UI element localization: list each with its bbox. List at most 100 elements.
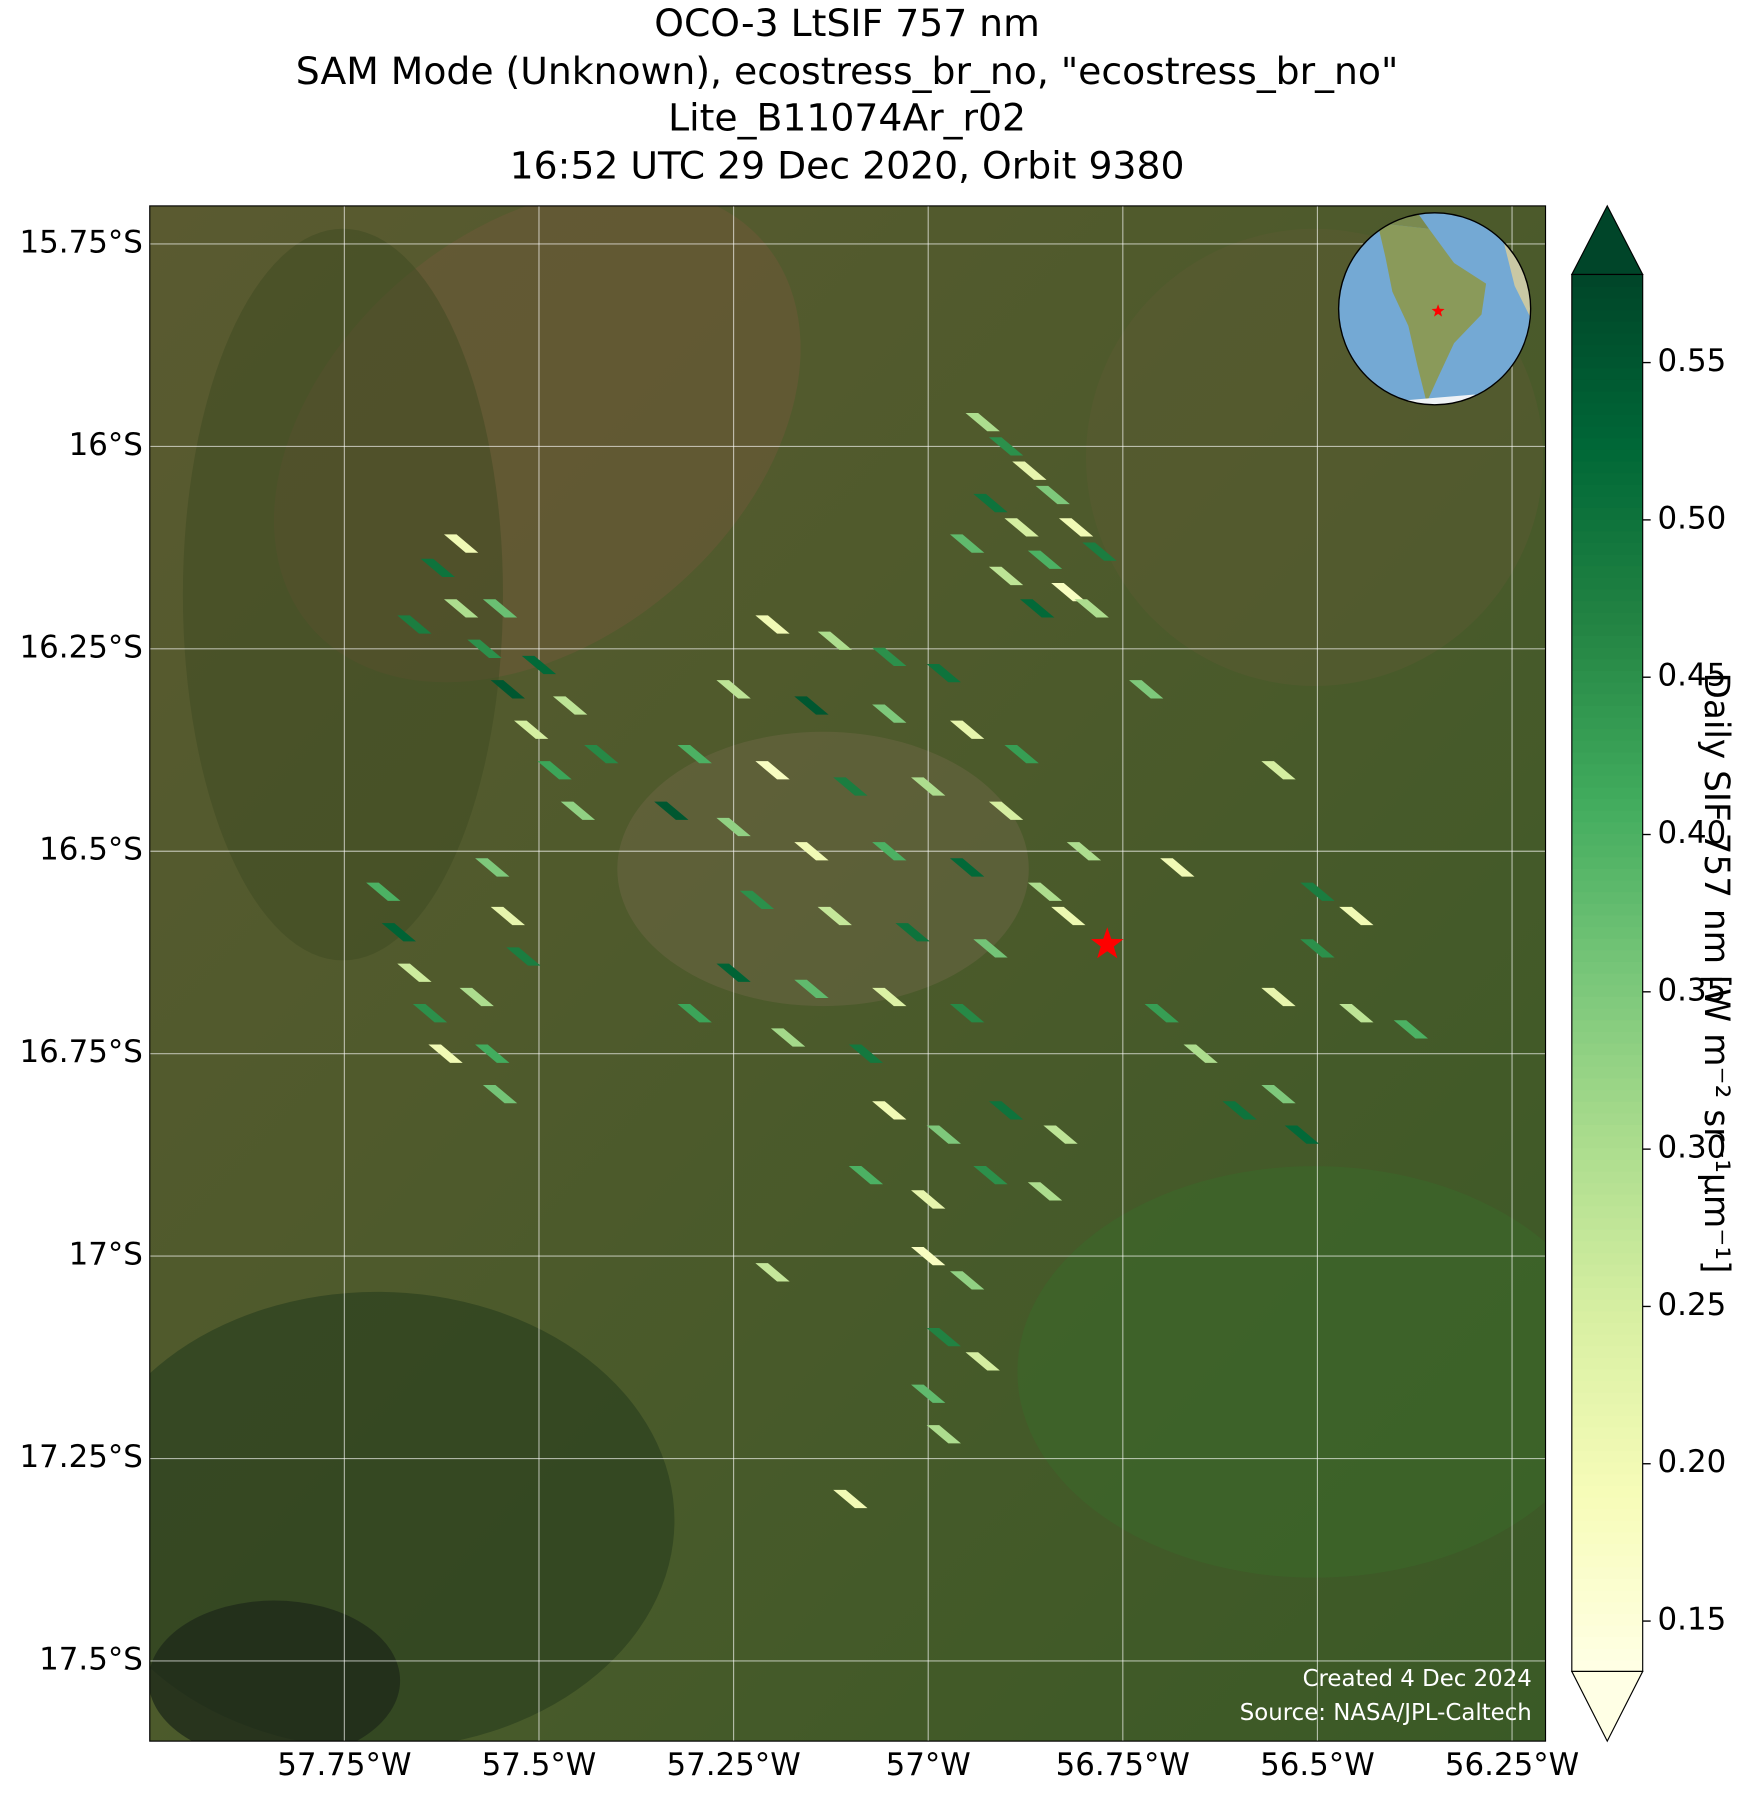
sif-footprint	[1393, 1020, 1428, 1039]
colorbar-segment	[1571, 1403, 1643, 1416]
sif-footprint	[428, 1044, 463, 1063]
chart-title: OCO-3 LtSIF 757 nm	[654, 1, 1040, 45]
colorbar-segment	[1571, 460, 1643, 474]
colorbar-segment	[1571, 518, 1643, 532]
colorbar-segment	[1571, 961, 1643, 974]
colorbar-segment	[1571, 402, 1643, 415]
sif-footprint	[1300, 882, 1335, 901]
sif-footprint	[1004, 518, 1039, 537]
sif-footprint	[552, 696, 588, 715]
sif-footprint	[1300, 939, 1335, 958]
sif-footprint	[397, 963, 432, 982]
sif-footprint	[467, 639, 502, 658]
colorbar-segment	[1571, 984, 1643, 997]
sif-footprint	[1129, 680, 1164, 699]
sif-footprint	[926, 663, 961, 683]
sif-footprint	[872, 842, 907, 861]
sif-footprints	[366, 412, 1428, 1509]
colorbar-segment	[1571, 1287, 1643, 1300]
sif-footprint	[397, 615, 432, 634]
colorbar-segment	[1571, 996, 1643, 1009]
colorbar-segment	[1571, 1240, 1643, 1254]
colorbar-segment	[1571, 542, 1643, 555]
colorbar-segment	[1571, 1438, 1643, 1451]
colorbar-segment	[1571, 1601, 1643, 1614]
colorbar-segment	[1571, 600, 1643, 613]
sif-footprint	[973, 939, 1008, 958]
sif-footprint	[1027, 550, 1063, 569]
colorbar-segment	[1571, 1054, 1643, 1067]
colorbar-segment	[1571, 856, 1643, 869]
colorbar-segment	[1571, 1566, 1643, 1579]
sif-footprint	[833, 777, 868, 796]
colorbar-segment	[1571, 425, 1643, 439]
colorbar-segment	[1571, 1205, 1643, 1219]
sif-footprint	[911, 777, 946, 796]
sif-footprint	[895, 923, 930, 942]
colorbar-extend-min	[1570, 1670, 1644, 1743]
colorbar-segment	[1571, 879, 1643, 893]
colorbar-segment	[1571, 390, 1643, 404]
colorbar-segment	[1571, 612, 1643, 625]
colorbar-segment	[1571, 1042, 1643, 1056]
sif-footprint	[1144, 1004, 1179, 1023]
sif-footprint	[1043, 1125, 1078, 1144]
colorbar-segment	[1571, 623, 1643, 637]
sif-footprint	[739, 890, 775, 909]
map-frame	[149, 205, 1547, 1742]
colorbar-segment	[1571, 1613, 1643, 1626]
sif-footprint	[926, 1125, 961, 1144]
colorbar-segment	[1571, 1508, 1643, 1521]
colorbar-segment	[1571, 367, 1643, 380]
colorbar-segment	[1571, 1461, 1643, 1475]
sif-footprint	[949, 534, 985, 553]
sif-footprint	[1261, 1085, 1296, 1104]
colorbar-tick-label: 0.35	[1658, 972, 1727, 1008]
sif-footprint	[949, 720, 985, 739]
x-tick-label: 56.75°W	[1056, 1747, 1190, 1783]
colorbar-segment	[1571, 1357, 1643, 1370]
colorbar-segment	[1571, 1100, 1643, 1114]
colorbar-segment	[1571, 1415, 1643, 1428]
colorbar-segment	[1571, 844, 1643, 858]
sif-footprint	[1051, 582, 1086, 602]
sif-footprint	[521, 655, 557, 675]
colorbar-segment	[1571, 891, 1643, 904]
sif-footprint	[490, 906, 525, 926]
colorbar-segment	[1571, 1275, 1643, 1288]
colorbar-segment	[1571, 1124, 1643, 1137]
colorbar-segment	[1571, 972, 1643, 986]
target-marker	[1090, 927, 1124, 959]
colorbar-segment	[1571, 809, 1643, 823]
colorbar-segment	[1571, 472, 1643, 485]
sif-footprint	[755, 1263, 790, 1282]
colorbar-segment	[1571, 914, 1643, 928]
sif-footprint	[988, 566, 1024, 586]
y-tick-label: 17.5°S	[39, 1641, 143, 1677]
x-tick-label: 57°W	[886, 1747, 971, 1783]
colorbar-segment	[1571, 1007, 1643, 1021]
sif-footprint	[988, 801, 1024, 820]
colorbar-segment	[1571, 903, 1643, 916]
sif-footprint	[475, 1044, 510, 1063]
sif-footprint	[490, 680, 525, 699]
y-tick-label: 15.75°S	[20, 224, 143, 260]
sif-footprint	[654, 801, 689, 820]
colorbar-segment	[1571, 1263, 1643, 1277]
colorbar-segment	[1571, 495, 1643, 508]
sif-footprint	[949, 1271, 985, 1290]
colorbar-segment	[1571, 1089, 1643, 1102]
sif-footprint	[794, 696, 829, 715]
colorbar-segment	[1571, 1298, 1643, 1312]
sif-footprint	[716, 680, 751, 699]
sif-footprint	[848, 1044, 884, 1063]
chart-title: 16:52 UTC 29 Dec 2020, Orbit 9380	[510, 144, 1185, 188]
colorbar-segment	[1571, 1019, 1643, 1032]
sif-footprint	[973, 493, 1008, 513]
colorbar-segment	[1571, 297, 1643, 311]
basemap	[149, 205, 1546, 1742]
y-tick-label: 16.75°S	[20, 1034, 143, 1070]
colorbar-tick-label: 0.15	[1658, 1602, 1727, 1638]
colorbar-segment	[1571, 798, 1643, 811]
